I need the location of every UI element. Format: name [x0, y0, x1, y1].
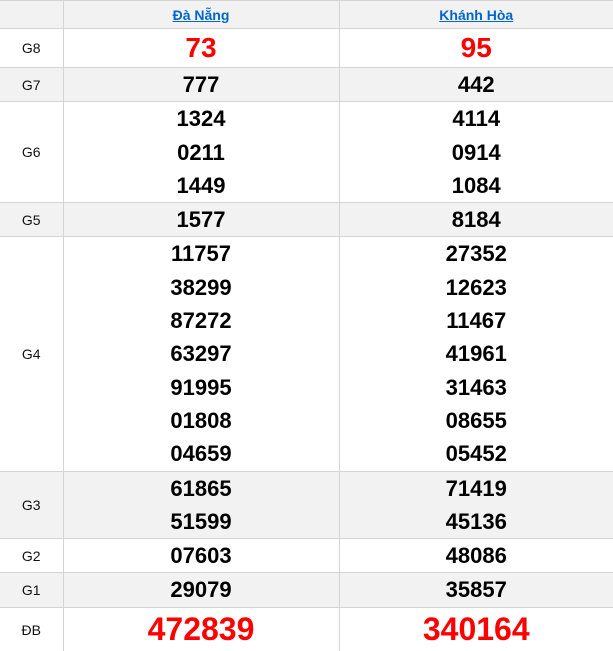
prize-number: 1449 [64, 169, 339, 202]
table-row-db: ĐB 472839 340164 [0, 607, 613, 651]
prize-label-db: ĐB [0, 607, 63, 651]
da-nang-link[interactable]: Đà Nẵng [173, 7, 230, 23]
prize-number: 04659 [64, 437, 339, 470]
prize-label-g3: G3 [0, 471, 63, 539]
column-header-da-nang: Đà Nẵng [63, 1, 339, 29]
prize-values-g1-da-nang: 29079 [63, 573, 339, 607]
prize-values-g2-da-nang: 07603 [63, 539, 339, 573]
prize-label-g7: G7 [0, 68, 63, 102]
prize-values-db-da-nang: 472839 [63, 607, 339, 651]
prize-values-g3-da-nang: 61865 51599 [63, 471, 339, 539]
prize-values-g3-khanh-hoa: 71419 45136 [339, 471, 613, 539]
prize-values-g5-khanh-hoa: 8184 [339, 203, 613, 237]
prize-number: 61865 [64, 472, 339, 505]
prize-number: 07603 [64, 539, 339, 572]
prize-number: 12623 [340, 271, 613, 304]
prize-label-g6: G6 [0, 102, 63, 203]
prize-number: 01808 [64, 404, 339, 437]
prize-values-g1-khanh-hoa: 35857 [339, 573, 613, 607]
prize-number: 51599 [64, 505, 339, 538]
prize-number: 4114 [340, 102, 613, 135]
table-row-g5: G5 1577 8184 [0, 203, 613, 237]
prize-number: 38299 [64, 271, 339, 304]
prize-label-g4: G4 [0, 237, 63, 471]
prize-number: 91995 [64, 371, 339, 404]
prize-number: 08655 [340, 404, 613, 437]
prize-number: 340164 [340, 613, 613, 646]
prize-number: 1577 [64, 203, 339, 236]
prize-number: 0914 [340, 136, 613, 169]
prize-values-g5-da-nang: 1577 [63, 203, 339, 237]
prize-label-g2: G2 [0, 539, 63, 573]
prize-values-g6-da-nang: 1324 0211 1449 [63, 102, 339, 203]
table-header-row: Đà Nẵng Khánh Hòa [0, 1, 613, 29]
prize-values-g4-da-nang: 11757 38299 87272 63297 91995 01808 0465… [63, 237, 339, 471]
table-row-g3: G3 61865 51599 71419 45136 [0, 471, 613, 539]
prize-number: 442 [340, 68, 613, 101]
prize-number: 71419 [340, 472, 613, 505]
prize-number: 87272 [64, 304, 339, 337]
prize-number: 95 [340, 31, 613, 64]
prize-values-g4-khanh-hoa: 27352 12623 11467 41961 31463 08655 0545… [339, 237, 613, 471]
prize-values-db-khanh-hoa: 340164 [339, 607, 613, 651]
prize-number: 35857 [340, 573, 613, 606]
prize-label-g5: G5 [0, 203, 63, 237]
prize-number: 41961 [340, 337, 613, 370]
prize-number: 0211 [64, 136, 339, 169]
prize-values-g2-khanh-hoa: 48086 [339, 539, 613, 573]
prize-number: 777 [64, 68, 339, 101]
prize-number: 11757 [64, 237, 339, 270]
prize-number: 48086 [340, 539, 613, 572]
khanh-hoa-link[interactable]: Khánh Hòa [439, 7, 513, 23]
table-row-g4: G4 11757 38299 87272 63297 91995 01808 0… [0, 237, 613, 471]
prize-number: 63297 [64, 337, 339, 370]
table-row-g6: G6 1324 0211 1449 4114 0914 1084 [0, 102, 613, 203]
prize-number: 11467 [340, 304, 613, 337]
table-row-g8: G8 73 95 [0, 29, 613, 68]
prize-number: 1084 [340, 169, 613, 202]
table-row-g7: G7 777 442 [0, 68, 613, 102]
prize-number: 472839 [64, 613, 339, 646]
prize-label-g1: G1 [0, 573, 63, 607]
prize-number: 8184 [340, 203, 613, 236]
prize-values-g8-khanh-hoa: 95 [339, 29, 613, 68]
prize-number: 29079 [64, 573, 339, 606]
prize-values-g7-khanh-hoa: 442 [339, 68, 613, 102]
prize-number: 73 [64, 31, 339, 64]
table-row-g1: G1 29079 35857 [0, 573, 613, 607]
prize-values-g7-da-nang: 777 [63, 68, 339, 102]
table-row-g2: G2 07603 48086 [0, 539, 613, 573]
prize-values-g8-da-nang: 73 [63, 29, 339, 68]
prize-number: 27352 [340, 237, 613, 270]
prize-number: 31463 [340, 371, 613, 404]
prize-number: 1324 [64, 102, 339, 135]
prize-number: 45136 [340, 505, 613, 538]
column-header-khanh-hoa: Khánh Hòa [339, 1, 613, 29]
prize-label-g8: G8 [0, 29, 63, 68]
prize-number: 05452 [340, 437, 613, 470]
corner-cell [0, 1, 63, 29]
prize-values-g6-khanh-hoa: 4114 0914 1084 [339, 102, 613, 203]
